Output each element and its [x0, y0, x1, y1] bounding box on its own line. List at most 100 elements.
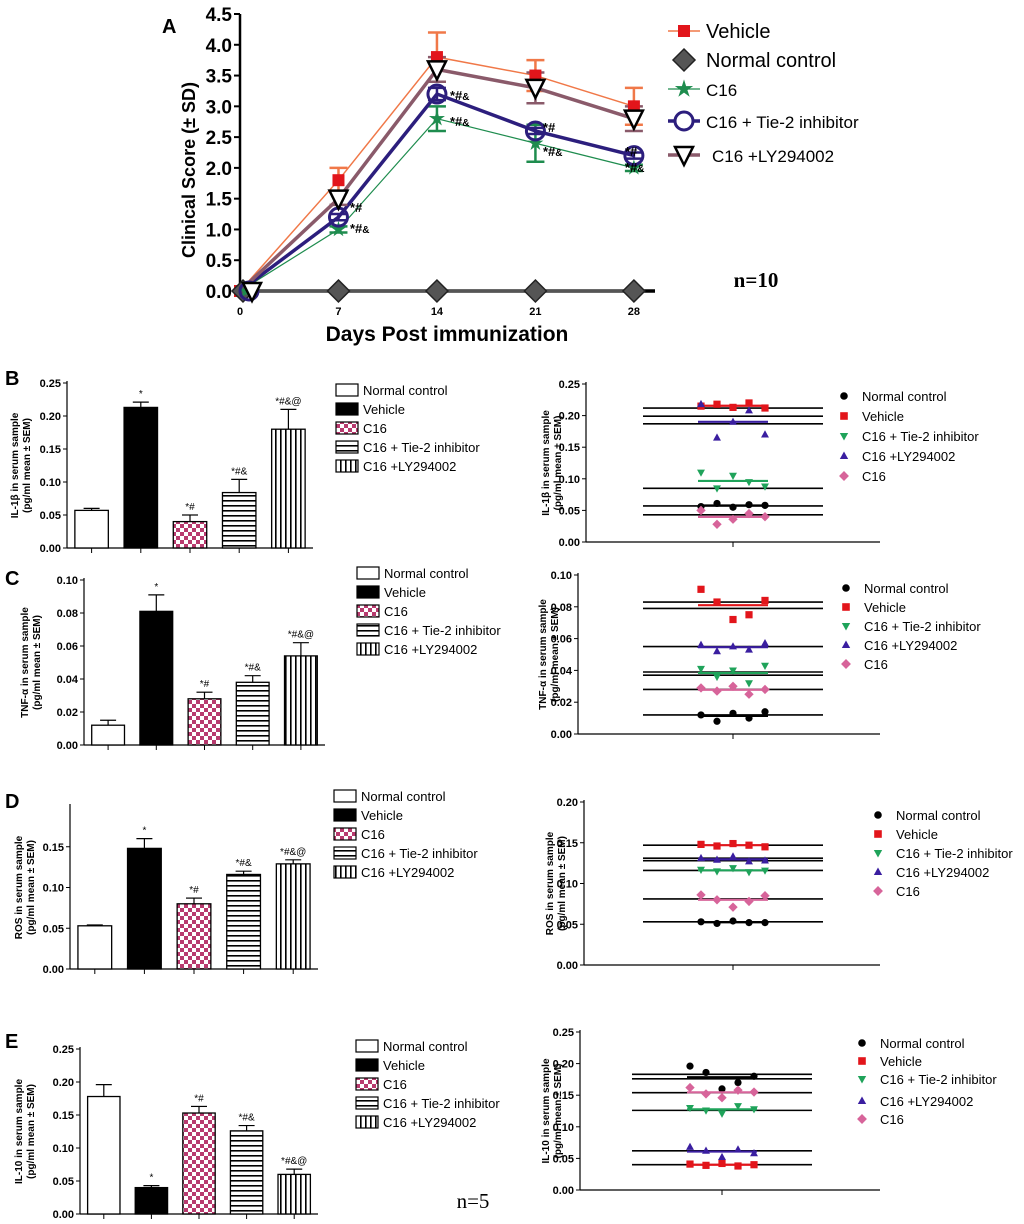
scatter-point: [761, 639, 769, 647]
bar-y-tick-label: 0.05: [53, 1176, 74, 1188]
point-marker: [623, 145, 645, 167]
scatter-point: [713, 647, 721, 655]
legend-marker: [672, 145, 696, 168]
bar-2: [187, 698, 222, 746]
point-marker: [425, 60, 448, 83]
scatter-point: [702, 1068, 710, 1077]
legend-label-A: Vehicle: [706, 21, 771, 43]
scatter-point: [713, 673, 721, 682]
scatter-point: [686, 1062, 694, 1070]
scatter-legend-marker: [873, 867, 883, 876]
scatter-legend-label: C16 +LY294002: [896, 865, 989, 880]
scatter-y-tick-label: 0.15: [553, 1090, 574, 1102]
bar-4: [275, 863, 311, 970]
scatter-legend-marker: [841, 622, 851, 631]
x-axis-label-A: Days Post immunization: [326, 323, 569, 346]
bar-1: [134, 1186, 169, 1215]
scatter-legend-marker: [874, 830, 882, 838]
legend-label-A: C16 + Tie-2 inhibitor: [706, 113, 859, 132]
bar-4: [271, 428, 306, 549]
scatter-point: [713, 400, 721, 408]
significance-label: *#: [625, 144, 638, 159]
scatter-y-axis-label: TNF-α in serum sample: [538, 599, 549, 710]
scatter-point: [686, 1160, 694, 1168]
scatter-point: [745, 857, 753, 865]
scatter-point: [729, 839, 737, 848]
significance-label: *#&: [450, 114, 470, 129]
point-marker: [240, 281, 264, 304]
scatter-point: [745, 479, 753, 487]
x-tick-label-A: 14: [431, 306, 444, 318]
scatter-y-tick-label: 0.00: [557, 960, 578, 972]
scatter-y-tick-label: 0.00: [551, 729, 572, 741]
scatter-point: [729, 403, 737, 411]
point-marker: [622, 109, 645, 132]
scatter-legend-marker: [858, 1057, 866, 1065]
bar-legend-swatch: [356, 642, 380, 656]
y-tick-label-A: 3.5: [206, 67, 233, 88]
scatter-point: [697, 840, 705, 848]
significance-label-amp: &: [462, 92, 469, 103]
scatter-point: [761, 483, 769, 491]
bar-y-tick-label: 0.00: [40, 543, 61, 555]
bar-y-axis-label: IL-10 in serum sample: [14, 1079, 25, 1184]
bar-legend-swatch: [333, 846, 357, 860]
x-tick-label-A: 21: [529, 306, 541, 318]
scatter-point: [745, 501, 753, 509]
significance-label: *#&: [350, 221, 370, 236]
scatter-point: [729, 852, 737, 860]
legend-label-A: C16: [706, 81, 737, 100]
scatter-point: [750, 1072, 758, 1080]
scatter-point: [761, 404, 769, 412]
y-tick-label-A: 4.5: [206, 5, 233, 26]
scatter-y-axis-label-2: (pg/ml mean ± SEM): [557, 836, 568, 931]
y-tick-label-A: 3.0: [206, 97, 232, 118]
scatter-point: [745, 406, 753, 414]
bar-3: [226, 873, 262, 970]
scatter-y-tick-label: 0.15: [559, 442, 580, 454]
bar-legend-label: Vehicle: [363, 402, 405, 417]
bar-legend-label: Normal control: [363, 383, 448, 398]
bar-4: [283, 655, 318, 746]
scatter-y-axis-label-2: (pg/ml mean ± SEM): [553, 1064, 564, 1159]
scatter-point: [697, 469, 705, 477]
scatter-y-axis-label: IL-10 in serum sample: [541, 1058, 552, 1163]
scatter-point: [712, 895, 722, 905]
bar-1: [139, 610, 174, 746]
scatter-point: [745, 919, 753, 927]
scatter-legend-label: Normal control: [880, 1036, 965, 1051]
scatter-point: [745, 611, 753, 619]
scatter-point: [702, 1107, 710, 1115]
bar-legend-label: C16 + Tie-2 inhibitor: [361, 846, 478, 861]
bar-y-tick-label: 0.02: [57, 707, 78, 719]
scatter-point: [697, 665, 705, 674]
scatter-legend-marker: [839, 451, 849, 460]
scatter-y-tick-label: 0.00: [559, 537, 580, 549]
bar-4: [277, 1173, 312, 1215]
scatter-point: [729, 917, 737, 925]
bar-legend-label: C16 +LY294002: [383, 1115, 476, 1130]
legend-marker: [674, 79, 694, 97]
scatter-point: [729, 865, 737, 873]
scatter-point: [718, 1159, 726, 1168]
scatter-y-tick-label: 0.25: [553, 1027, 574, 1039]
scatter-legend-label: C16: [880, 1112, 904, 1127]
scatter-point: [750, 1149, 758, 1157]
bar-legend-swatch: [355, 1096, 379, 1110]
scatter-point: [749, 1087, 759, 1097]
scatter-point: [697, 640, 705, 648]
scatter-point: [697, 585, 705, 593]
bar-y-tick-label: 0.05: [43, 923, 64, 935]
scatter-point: [702, 1161, 710, 1169]
scatter-legend-label: Vehicle: [862, 409, 904, 424]
bar-legend-swatch: [335, 402, 359, 416]
bar-y-axis-label-2: (pg/ml mean ± SEM): [26, 1084, 37, 1179]
bar-legend-label: C16: [383, 1077, 407, 1092]
bar-legend-swatch: [333, 827, 357, 841]
bar-legend-swatch: [335, 459, 359, 473]
scatter-point: [761, 867, 769, 875]
panel-letter-B: B: [5, 368, 19, 390]
scatter-y-tick-label: 0.05: [553, 1153, 574, 1165]
bar-y-axis-label-2: (pg/ml mean ± SEM): [26, 840, 37, 935]
scatter-y-tick-label: 0.20: [559, 411, 580, 423]
